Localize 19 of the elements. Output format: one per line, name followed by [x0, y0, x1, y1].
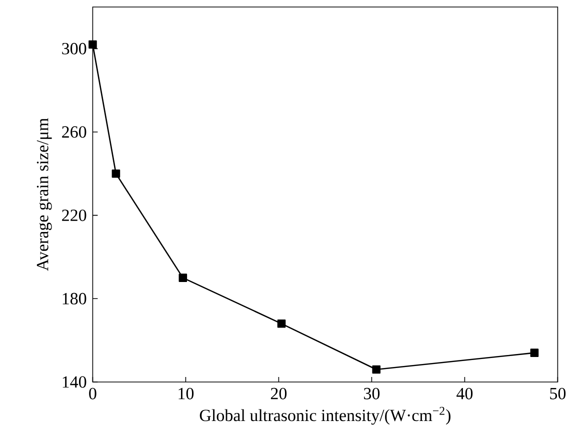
y-tick-label: 220: [62, 210, 86, 222]
point: [372, 365, 380, 374]
y-tick-label: 140: [62, 376, 86, 388]
y-axis-title: Average grain size/μm: [36, 118, 52, 271]
point: [530, 348, 539, 357]
x-axis-title: Global ultrasonic intensity/(W·cm$^{−2}$): [200, 406, 450, 425]
x-tick-label: 40: [456, 388, 473, 400]
y-tick-label: 260: [62, 126, 86, 138]
x-tick-label: 10: [178, 388, 194, 400]
x-tick-label: 30: [364, 388, 380, 400]
x-tick-label: 50: [550, 388, 566, 400]
point: [88, 40, 97, 49]
x-tick-label: 0: [89, 388, 96, 400]
y-tick-label: 180: [62, 292, 86, 304]
x-tick-label: 20: [270, 388, 287, 400]
point: [112, 170, 120, 178]
y-tick-label: 300: [62, 42, 86, 54]
point: [178, 274, 188, 282]
point: [277, 320, 286, 328]
